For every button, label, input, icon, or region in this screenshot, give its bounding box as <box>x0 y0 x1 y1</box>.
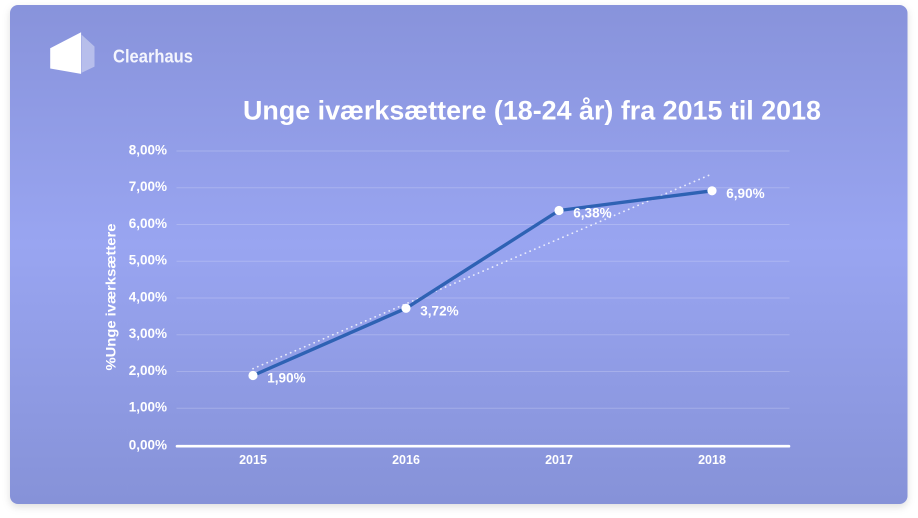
svg-text:1,00%: 1,00% <box>129 400 167 415</box>
svg-text:2017: 2017 <box>545 453 573 467</box>
svg-text:2015: 2015 <box>239 453 267 467</box>
svg-text:5,00%: 5,00% <box>129 253 167 268</box>
svg-text:1,90%: 1,90% <box>267 371 305 386</box>
svg-text:Unge iværksættere (18-24 år) f: Unge iværksættere (18-24 år) fra 2015 ti… <box>243 96 821 126</box>
svg-text:8,00%: 8,00% <box>129 142 167 157</box>
svg-text:4,00%: 4,00% <box>129 289 167 304</box>
svg-text:Clearhaus: Clearhaus <box>113 46 193 67</box>
svg-text:7,00%: 7,00% <box>129 179 167 194</box>
svg-text:3,72%: 3,72% <box>420 303 458 318</box>
svg-text:2016: 2016 <box>392 453 420 467</box>
svg-text:0,00%: 0,00% <box>129 438 167 453</box>
svg-text:2018: 2018 <box>698 453 726 467</box>
svg-text:2,00%: 2,00% <box>129 363 167 378</box>
svg-text:%Unge iværksættere: %Unge iværksættere <box>103 223 119 370</box>
svg-text:6,90%: 6,90% <box>726 186 764 201</box>
svg-text:6,00%: 6,00% <box>129 216 167 231</box>
svg-text:3,00%: 3,00% <box>129 326 167 341</box>
svg-text:6,38%: 6,38% <box>573 206 611 221</box>
